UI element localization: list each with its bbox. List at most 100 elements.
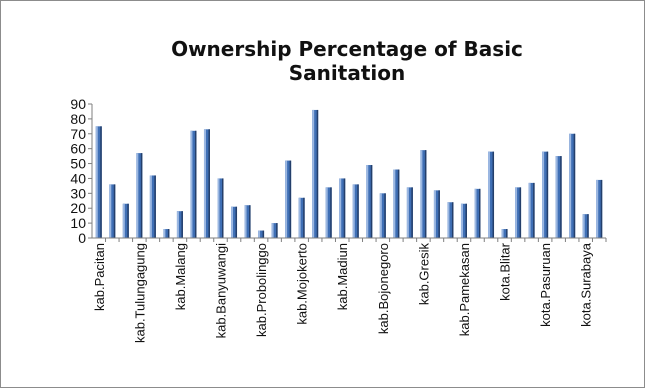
bar-highlight [217, 178, 220, 238]
bar-body [312, 109, 319, 238]
bar [501, 229, 508, 238]
bar-highlight [163, 229, 166, 238]
bar [393, 169, 400, 238]
bar [298, 197, 305, 238]
bar-highlight [366, 165, 369, 238]
bar [231, 206, 238, 238]
bar [515, 187, 522, 238]
bar-body [190, 130, 197, 238]
x-category-label: kab.Pamekasan [457, 243, 472, 336]
bar-body [122, 203, 129, 238]
y-tick-label: 10 [70, 215, 86, 231]
bar-shade [519, 187, 522, 238]
bar-shade [249, 205, 251, 238]
bar-body [379, 193, 386, 238]
bar-shade [465, 203, 467, 238]
bar-highlight [352, 184, 355, 238]
bar-body [258, 230, 265, 238]
bars-group [95, 109, 603, 238]
bar-body [217, 178, 224, 238]
bar-body [136, 153, 143, 238]
bar-highlight [501, 229, 504, 238]
bar-body [149, 175, 156, 238]
bar [406, 187, 413, 238]
x-category-label: kab.Madiun [335, 243, 350, 310]
bar-body [203, 129, 210, 238]
bar-body [366, 165, 373, 238]
bar [271, 223, 278, 238]
bar-highlight [420, 150, 423, 238]
bar [433, 190, 440, 238]
bar-body [231, 206, 238, 238]
bar-shade [276, 223, 278, 238]
bar-highlight [542, 151, 545, 238]
bar [163, 229, 170, 238]
bar-body [582, 214, 589, 238]
bar [95, 126, 102, 238]
bar-shade [181, 211, 183, 238]
bar [379, 193, 386, 238]
bar-highlight [176, 211, 179, 238]
bar-shade [506, 229, 508, 238]
bar-shade [100, 126, 102, 238]
x-category-label: kab.Banyuwangi [214, 243, 229, 339]
bar-body [298, 197, 305, 238]
bar-highlight [569, 133, 572, 238]
bar-shade [113, 184, 116, 238]
bar [474, 188, 481, 238]
bar-body [569, 133, 576, 238]
bar-body [420, 150, 427, 238]
bar [339, 178, 346, 238]
bar-highlight [596, 179, 599, 238]
y-tick-label: 90 [70, 96, 86, 112]
bar-shade [411, 187, 413, 238]
y-tick-label: 60 [70, 141, 86, 157]
bar-highlight [271, 223, 274, 238]
bar-shade [384, 193, 386, 238]
bar-highlight [258, 230, 261, 238]
bar-shade [167, 229, 170, 238]
bar-shade [343, 178, 346, 238]
bar-shade [316, 109, 319, 238]
x-category-label: kab.Tulungagung [132, 243, 147, 343]
y-tick-label: 80 [70, 111, 86, 127]
bar [325, 187, 332, 238]
bar [596, 179, 603, 238]
bar-body [447, 202, 454, 238]
bar-shade [573, 133, 576, 238]
bar-highlight [244, 205, 247, 238]
x-category-label: kab.Malang [173, 243, 188, 310]
bar-highlight [555, 156, 558, 238]
x-category-label: kab.Probolinggo [254, 243, 269, 337]
bar [582, 214, 589, 238]
bar-highlight [488, 151, 491, 238]
bar [217, 178, 224, 238]
bar-body [555, 156, 562, 238]
bar-highlight [447, 202, 450, 238]
bar [460, 203, 467, 238]
bar [285, 160, 292, 238]
bar-shade [208, 129, 210, 238]
bar-body [339, 178, 346, 238]
bar [122, 203, 129, 238]
bar-highlight [203, 129, 206, 238]
x-category-label: kota.Surabaya [579, 242, 594, 327]
bar-body [596, 179, 603, 238]
bar-body [109, 184, 116, 238]
x-axis-labels: kab.Pacitan kab.Tulungagung kab.Malang kab.… [92, 238, 607, 343]
bar-shade [600, 179, 603, 238]
y-tick-label: 40 [70, 170, 86, 186]
bar [488, 151, 495, 238]
bar-shade [357, 184, 359, 238]
bar-body [474, 188, 481, 238]
bar [149, 175, 156, 238]
bar-shade [154, 175, 156, 238]
bar [176, 211, 183, 238]
bar-body [515, 187, 522, 238]
bar-shade [262, 230, 265, 238]
bar-body [176, 211, 183, 238]
bar-shade [370, 165, 373, 238]
bar-highlight [339, 178, 342, 238]
